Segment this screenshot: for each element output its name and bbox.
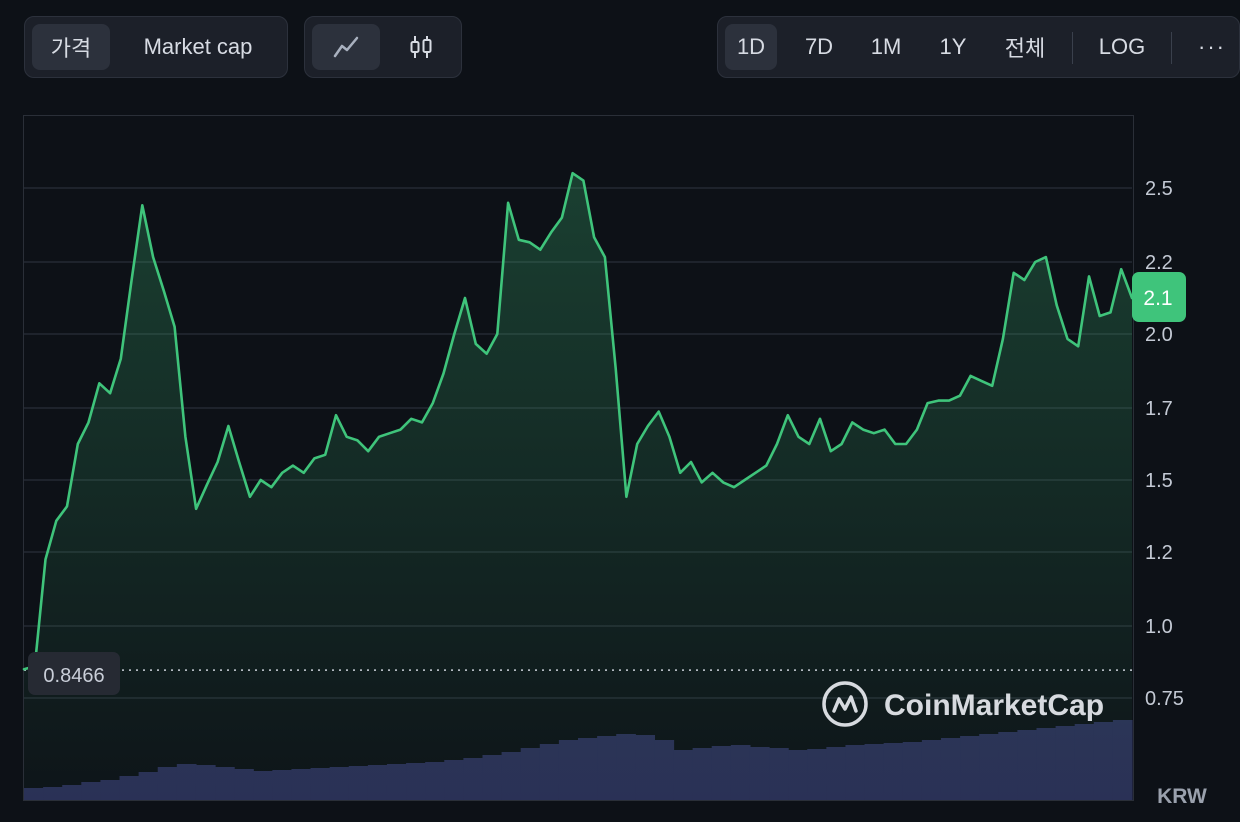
range-tab-1m[interactable]: 1M: [870, 34, 902, 59]
plot-frame: [23, 115, 1134, 801]
candlestick-icon: [410, 36, 432, 58]
current-price-label: 2.1: [1143, 287, 1172, 310]
price-line: [22, 171, 1134, 671]
y-tick-label: 0.75: [1145, 688, 1184, 710]
range-tab-1y[interactable]: 1Y: [939, 34, 967, 59]
range-tab-all[interactable]: 전체: [1004, 36, 1046, 61]
range-toggle: 1D 7D 1M 1Y 전체 LOG ···: [717, 16, 1240, 78]
range-tab-7d[interactable]: 7D: [804, 34, 834, 59]
range-divider: [1072, 32, 1073, 64]
open-price-badge: 0.8466: [28, 652, 120, 695]
range-tab-1d[interactable]: 1D: [725, 24, 777, 70]
y-tick-label: 1.7: [1145, 398, 1173, 420]
metric-toggle: 가격 Market cap: [24, 16, 288, 78]
current-price-badge: 2.1: [1132, 272, 1186, 322]
y-tick-label: 2.5: [1145, 178, 1173, 200]
y-tick-label: 1.5: [1145, 470, 1173, 492]
line-chart-button[interactable]: [312, 24, 380, 70]
y-tick-label: 1.0: [1145, 616, 1173, 638]
y-tick-label: 1.2: [1145, 542, 1173, 564]
log-scale-button[interactable]: LOG: [1098, 34, 1146, 59]
candlestick-button[interactable]: [387, 24, 455, 70]
y-tick-label: 2.2: [1145, 252, 1173, 274]
brand-name: CoinMarketCap: [884, 689, 1104, 722]
price-area: [24, 173, 1132, 800]
more-options-button[interactable]: ···: [1198, 34, 1226, 59]
market-cap-tab[interactable]: Market cap: [143, 34, 253, 59]
y-tick-label: 2.0: [1145, 324, 1173, 346]
currency-label: KRW: [1157, 785, 1207, 808]
open-price-label: 0.8466: [43, 665, 104, 687]
price-tab[interactable]: 가격: [32, 24, 110, 70]
chart-type-toggle: [304, 16, 462, 78]
coinmarketcap-logo: CoinMarketCap: [822, 681, 1104, 727]
line-chart-icon: [333, 36, 359, 58]
log-divider: [1171, 32, 1172, 64]
y-axis-ticks: 2.5 2.2 2.0 1.7 1.5 1.2 1.0 0.75: [1145, 178, 1184, 710]
